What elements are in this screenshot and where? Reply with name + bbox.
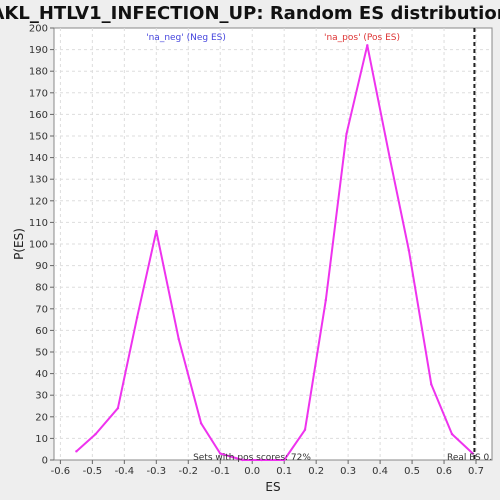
neg-es-label: 'na_neg' (Neg ES) (146, 33, 226, 43)
x-tick-label: -0.6 (51, 466, 71, 477)
x-tick-label: -0.5 (83, 466, 103, 477)
y-tick-label: 80 (35, 283, 48, 294)
data-point (219, 452, 222, 455)
y-tick-label: 60 (35, 326, 48, 337)
sets-with-pos-scores-text: Sets with pos scores: 72% (193, 453, 311, 463)
x-tick-label: -0.3 (147, 466, 167, 477)
data-point (366, 44, 369, 47)
y-tick-label: 50 (35, 348, 48, 359)
y-tick-label: 190 (29, 45, 48, 56)
x-tick-label: 0.6 (436, 466, 452, 477)
chart-title: AKL_HTLV1_INFECTION_UP: Random ES distri… (0, 3, 500, 24)
y-tick-label: 100 (29, 240, 48, 251)
x-tick-label: 0.4 (372, 466, 388, 477)
data-point (199, 422, 203, 425)
real-es-text: Real ES 0. (447, 453, 492, 463)
data-point (177, 337, 180, 341)
data-point (135, 316, 139, 319)
data-point (430, 383, 433, 386)
x-tick-label: -0.4 (115, 466, 135, 477)
data-point (116, 406, 120, 410)
data-point (324, 298, 327, 302)
series-layer (75, 44, 475, 462)
data-point (94, 432, 97, 436)
data-point (241, 458, 244, 462)
y-tick-label: 20 (35, 412, 48, 423)
y-tick-label: 170 (29, 88, 48, 99)
y-axis-label: P(ES) (12, 228, 26, 260)
data-point (260, 458, 264, 462)
y-tick-label: 10 (35, 434, 48, 445)
x-tick-label: 0.3 (340, 466, 356, 477)
data-point (407, 249, 411, 252)
x-tick-label: 0.1 (276, 466, 292, 477)
y-tick-label: 120 (29, 196, 48, 207)
data-point (282, 458, 286, 462)
y-tick-label: 160 (29, 110, 48, 121)
data-point (155, 229, 158, 233)
x-tick-label: 0.2 (308, 466, 324, 477)
data-point (471, 452, 475, 455)
data-point (75, 450, 78, 453)
y-tick-label: 70 (35, 304, 48, 315)
y-tick-label: 150 (29, 132, 48, 143)
y-tick-label: 90 (35, 261, 48, 272)
y-tick-label: 200 (29, 24, 48, 35)
es-distribution-line (75, 44, 474, 461)
y-tick-label: 0 (42, 456, 48, 467)
x-axis-label: ES (265, 480, 280, 494)
pos-es-label: 'na_pos' (Pos ES) (324, 33, 400, 43)
data-point (345, 132, 348, 136)
y-tick-label: 130 (29, 175, 48, 186)
data-point (388, 156, 391, 159)
y-tick-label: 30 (35, 391, 48, 402)
data-point (303, 428, 307, 431)
data-point (450, 432, 454, 436)
x-tick-label: 0.0 (244, 466, 260, 477)
y-tick-label: 180 (29, 67, 48, 78)
y-tick-label: 40 (35, 369, 48, 380)
x-tick-label: 0.7 (468, 466, 484, 477)
y-tick-label: 110 (29, 218, 48, 229)
grid (54, 28, 492, 460)
x-tick-label: 0.5 (404, 466, 420, 477)
x-tick-label: -0.2 (179, 466, 199, 477)
axes: 0 10 20 30 40 50 60 70 80 90 100 110 120 130 140 150 160… (29, 24, 484, 478)
y-tick-label: 140 (29, 153, 48, 164)
x-tick-label: -0.1 (210, 466, 230, 477)
